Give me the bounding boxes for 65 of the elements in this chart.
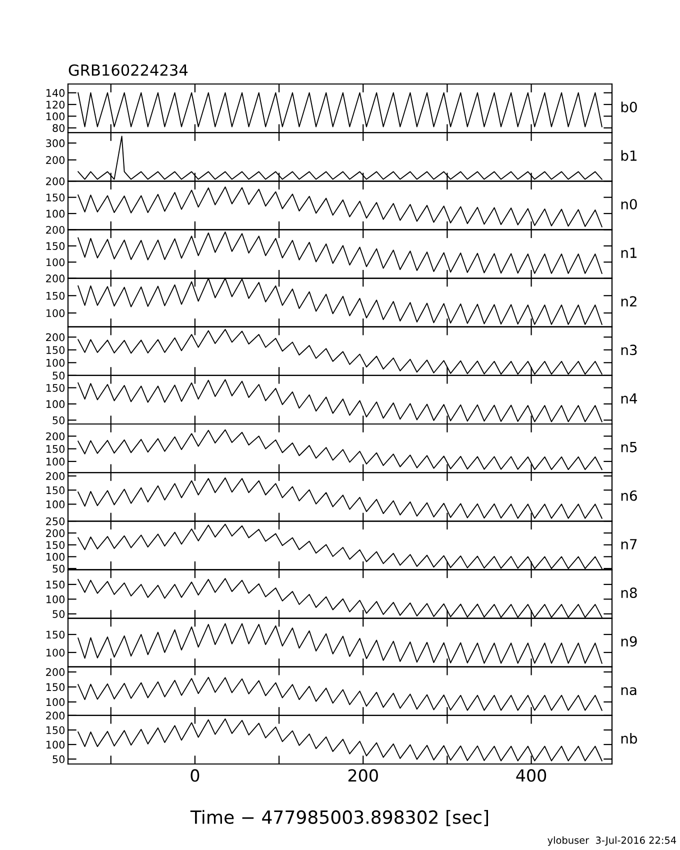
legend-label: n7	[621, 539, 637, 550]
y-tick-label: 200	[46, 712, 65, 720]
series-label: n8	[621, 588, 637, 598]
y-tick-label: 150	[46, 683, 65, 692]
y-tick-label: 50	[52, 416, 65, 424]
y-tick-label: 200	[46, 333, 65, 342]
series-label: n5	[621, 442, 637, 452]
y-tick-label: 200	[46, 156, 65, 164]
series-label: n6	[621, 490, 637, 501]
y-tick-label: 300	[46, 139, 65, 148]
series-label: n2	[621, 296, 636, 306]
series-label: n0	[621, 198, 637, 210]
y-tick-label: 100	[46, 458, 65, 466]
y-tick-label: 200	[46, 668, 65, 676]
y-tick-label: 150	[46, 384, 65, 392]
y-tick-label: 150	[46, 242, 65, 250]
y-tick-label: 140	[46, 89, 65, 97]
y-tick-label: 50	[52, 372, 65, 380]
y-tick-label: 200	[46, 177, 65, 186]
y-tick-label: 100	[46, 210, 65, 218]
y-tick-label: 50	[52, 610, 65, 618]
y-tick-label: 200	[46, 274, 65, 282]
y-tick-label: 100	[46, 500, 65, 508]
x-tick-label: 200	[348, 769, 378, 782]
chart-title: GRB160224234	[68, 64, 188, 76]
y-tick-label: 200	[46, 226, 65, 234]
legend-label: n1	[621, 248, 637, 258]
series-label: nb	[621, 732, 638, 744]
y-tick-label: 150	[46, 726, 65, 734]
y-tick-label: 100	[46, 309, 65, 318]
y-tick-label: 100	[46, 595, 65, 604]
legend-label: na	[621, 687, 636, 696]
y-tick-label: 100	[46, 358, 65, 367]
y-tick-label: 150	[46, 194, 65, 202]
y-tick-label: 50	[52, 564, 65, 573]
x-tick-label: 0	[190, 769, 200, 782]
y-tick-label: 250	[46, 517, 65, 526]
text: ylobuser 3-Jul-2016 22:54	[548, 836, 676, 846]
y-tick-label: 120	[46, 100, 65, 109]
y-tick-label: 100	[46, 112, 65, 120]
series-label: n3	[621, 344, 637, 356]
y-tick-label: 150	[46, 580, 65, 589]
x-tick-label: 400	[516, 769, 546, 782]
y-tick-label: 150	[46, 630, 65, 639]
y-tick-label: 200	[46, 529, 65, 538]
series-label: b1	[621, 150, 637, 161]
y-tick-label: 200	[46, 432, 65, 440]
y-tick-label: 50	[52, 755, 65, 764]
y-tick-label: 100	[46, 552, 65, 561]
y-tick-label: 100	[46, 698, 65, 706]
y-tick-label: 100	[46, 740, 65, 749]
legend-label: b0	[621, 102, 637, 112]
y-tick-label: 100	[46, 258, 65, 266]
y-tick-label: 100	[46, 400, 65, 408]
x-axis-title: Time − 477985003.898302 [sec]	[190, 810, 488, 826]
y-tick-label: 150	[46, 292, 65, 300]
series-label: n9	[621, 636, 637, 647]
legend-label: n4	[621, 393, 638, 404]
y-tick-label: 80	[52, 124, 65, 132]
y-tick-label: 100	[46, 648, 65, 657]
y-tick-label: 150	[46, 445, 65, 453]
y-tick-label: 150	[46, 486, 65, 494]
y-tick-label: 150	[46, 346, 65, 354]
y-tick-label: 150	[46, 541, 65, 549]
y-tick-label: 200	[46, 472, 65, 480]
